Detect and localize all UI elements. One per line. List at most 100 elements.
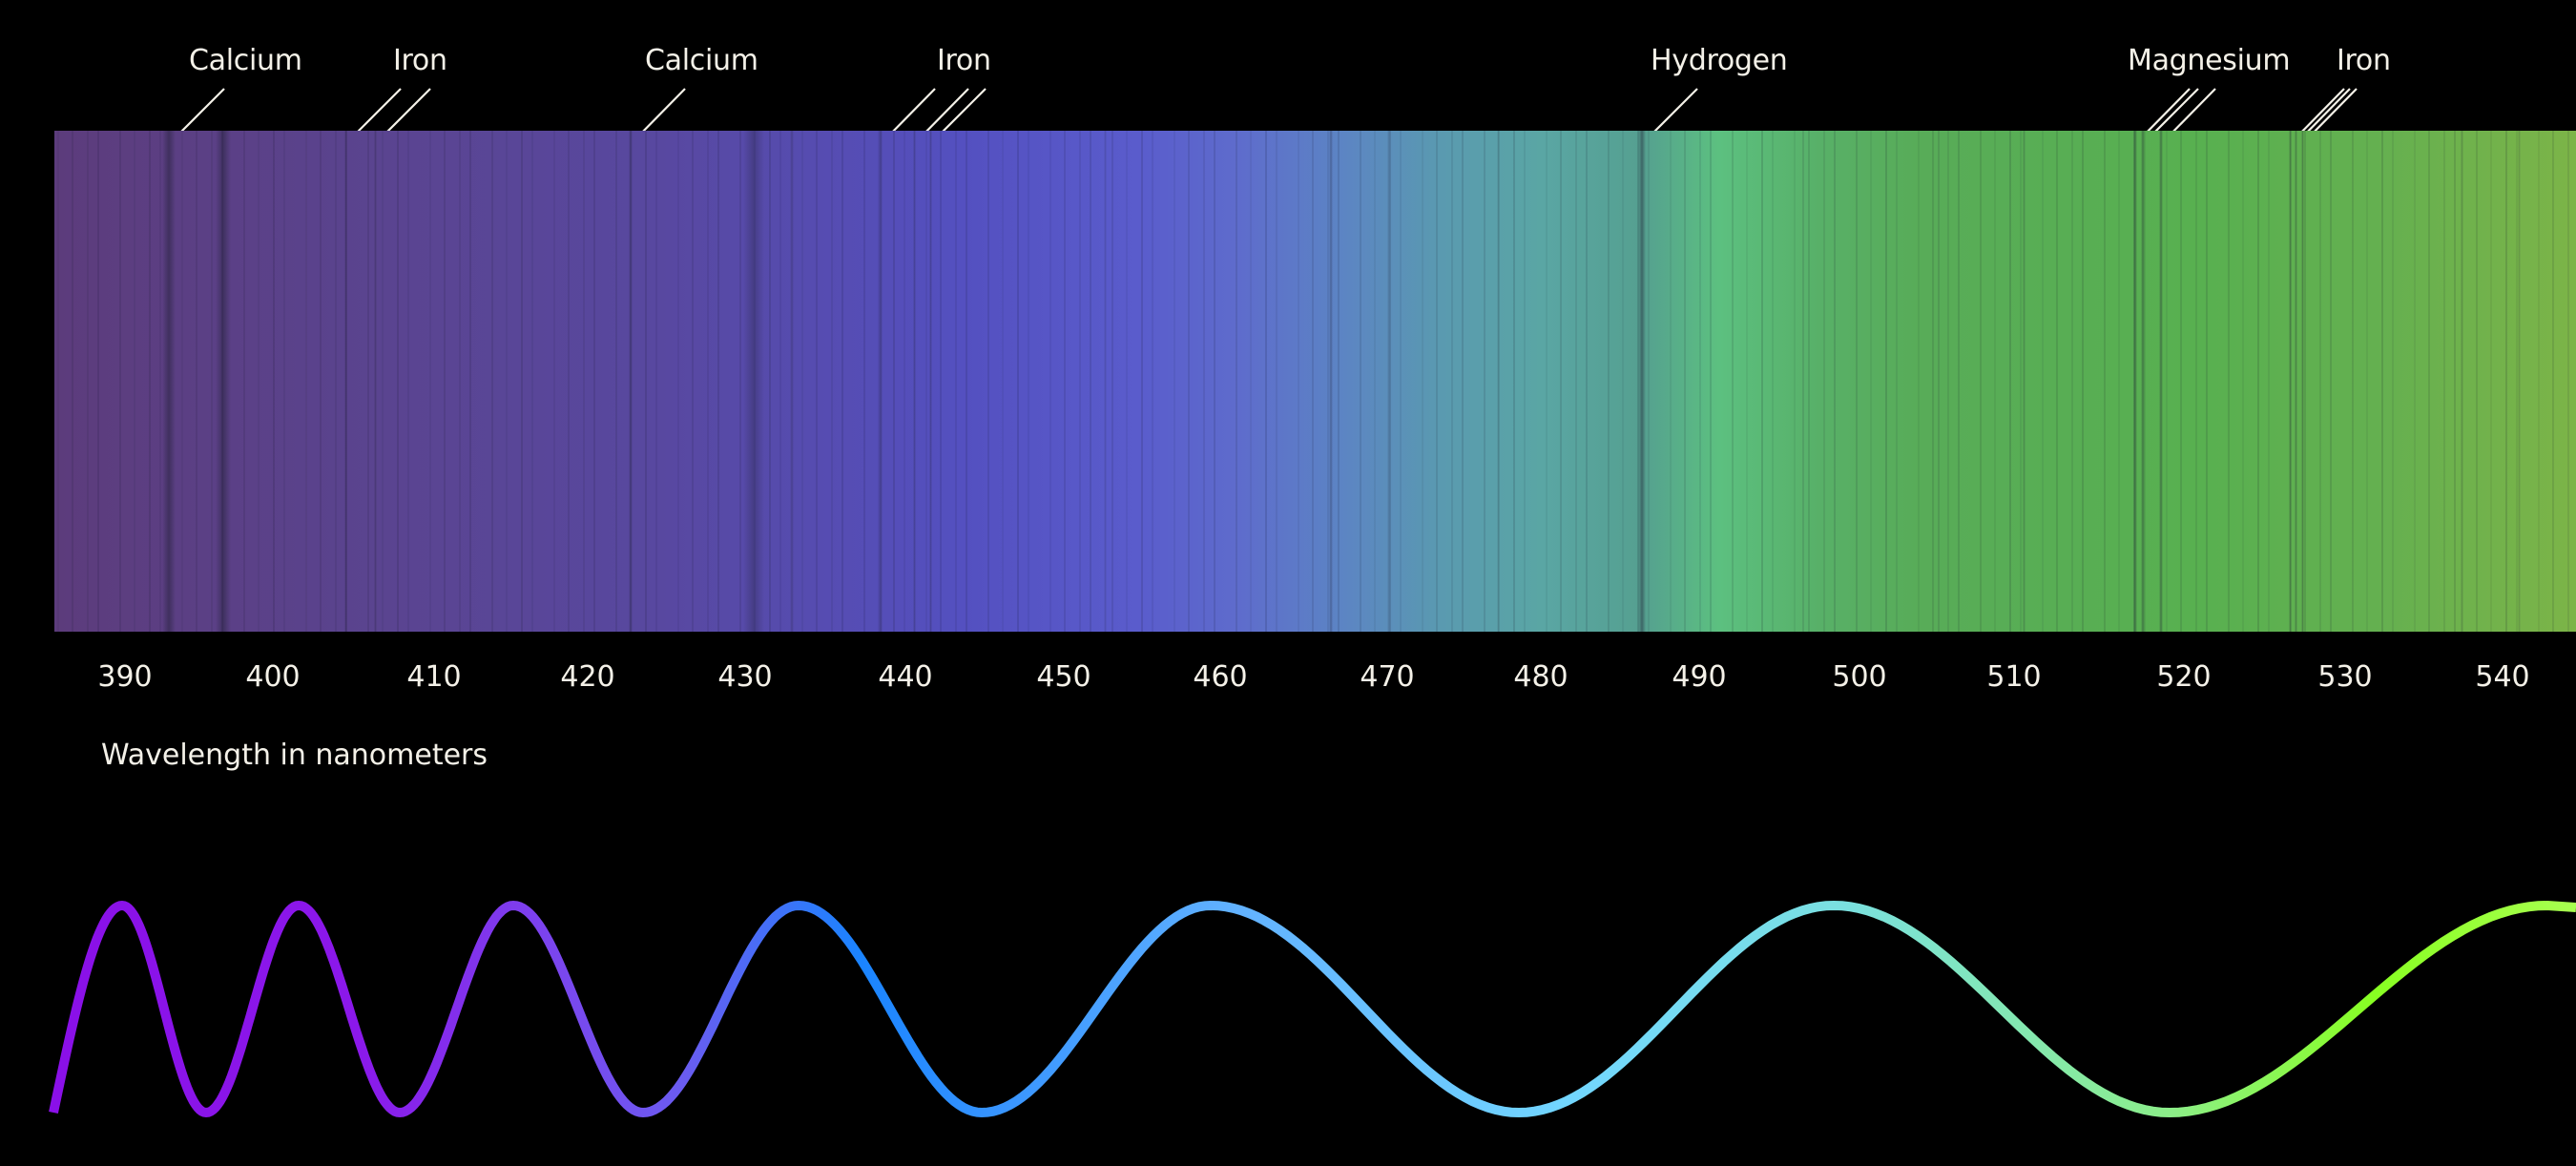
faint-line [2454, 131, 2456, 632]
faint-line [1794, 131, 1796, 632]
faint-line [893, 131, 895, 632]
faint-line [707, 131, 709, 632]
absorption-line [1329, 131, 1333, 632]
faint-line [1586, 131, 1588, 632]
faint-line [841, 131, 843, 632]
faint-line [1524, 131, 1526, 632]
absorption-line [2159, 131, 2163, 632]
absorption-line [2300, 131, 2304, 632]
faint-line [211, 131, 213, 632]
faint-line [2009, 131, 2011, 632]
faint-line [2319, 131, 2321, 632]
tick-label: 470 [1360, 660, 1415, 694]
faint-line [655, 131, 657, 632]
faint-line [1772, 131, 1774, 632]
faint-line [966, 131, 967, 632]
faint-line [1152, 131, 1153, 632]
faint-line [2552, 131, 2554, 632]
element-label-iron: Iron [937, 44, 991, 77]
absorption-spectrum [54, 131, 2576, 632]
faint-line [831, 131, 833, 632]
faint-line [717, 131, 719, 632]
tick-label: 530 [2317, 660, 2373, 694]
tick-label: 490 [1672, 660, 1727, 694]
faint-line [407, 131, 409, 632]
faint-line [196, 131, 197, 632]
faint-line [1312, 131, 1314, 632]
faint-line [367, 131, 369, 632]
faint-line [904, 131, 905, 632]
faint-line [221, 131, 223, 632]
absorption-line [2141, 131, 2145, 632]
absorption-line [1638, 131, 1646, 632]
faint-line [1560, 131, 1562, 632]
element-label-iron: Iron [393, 44, 447, 77]
absorption-line [2133, 131, 2137, 632]
faint-line [1276, 131, 1278, 632]
light-wave [49, 900, 2576, 1118]
faint-line [2071, 131, 2073, 632]
absorption-line [2460, 131, 2463, 632]
faint-line [1498, 131, 1500, 632]
faint-line [2228, 131, 2230, 632]
faint-line [521, 131, 523, 632]
faint-line [1079, 131, 1081, 632]
faint-line [1422, 131, 1423, 632]
faint-line [1546, 131, 1548, 632]
faint-line [491, 131, 493, 632]
faint-line [1870, 131, 1872, 632]
faint-line [1684, 131, 1686, 632]
faint-line [1327, 131, 1329, 632]
absorption-line [2517, 131, 2521, 632]
faint-line [1761, 131, 1763, 632]
faint-line [1958, 131, 1960, 632]
faint-line [1823, 131, 1825, 632]
element-label-calcium: Calcium [645, 44, 758, 77]
tick-label: 540 [2475, 660, 2530, 694]
absorption-line [2294, 131, 2297, 632]
faint-line [382, 131, 384, 632]
tick-label: 450 [1036, 660, 1091, 694]
faint-line [1670, 131, 1672, 632]
faint-line [2195, 131, 2197, 632]
element-label-magnesium: Magnesium [2128, 44, 2291, 77]
faint-line [1090, 131, 1091, 632]
faint-line [2505, 131, 2507, 632]
faint-line [97, 131, 99, 632]
absorption-line [1103, 131, 1107, 632]
faint-line [1637, 131, 1639, 632]
faint-line [1436, 131, 1438, 632]
faint-line [2366, 131, 2368, 632]
faint-line [1896, 131, 1898, 632]
tick-label: 460 [1193, 660, 1248, 694]
faint-line [987, 131, 989, 632]
faint-line [863, 131, 865, 632]
faint-line [2476, 131, 2478, 632]
faint-line [1856, 131, 1858, 632]
faint-line [2414, 131, 2416, 632]
faint-line [1710, 131, 1712, 632]
faint-line [305, 131, 307, 632]
faint-line [1648, 131, 1650, 632]
faint-line [925, 131, 927, 632]
faint-line [2020, 131, 2022, 632]
faint-line [397, 131, 399, 632]
faint-line [1746, 131, 1748, 632]
faint-line [1389, 131, 1391, 632]
faint-line [1002, 131, 1004, 632]
absorption-line [928, 131, 932, 632]
absorption-line [629, 131, 633, 632]
faint-line [769, 131, 771, 632]
element-label-calcium: Calcium [189, 44, 302, 77]
faint-line [2330, 131, 2332, 632]
faint-line [1265, 131, 1267, 632]
faint-line [2304, 131, 2306, 632]
absorption-line [1496, 131, 1500, 632]
absorption-line [162, 131, 176, 632]
faint-line [2443, 131, 2445, 632]
faint-line [1188, 131, 1190, 632]
faint-line [2056, 131, 2058, 632]
faint-line [1338, 131, 1340, 632]
faint-line [2381, 131, 2383, 632]
faint-line [677, 131, 679, 632]
